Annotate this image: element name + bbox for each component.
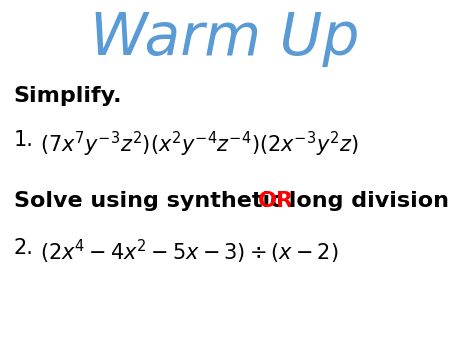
Text: 1.: 1.	[14, 130, 33, 150]
Text: Simplify.: Simplify.	[14, 86, 122, 106]
Text: OR: OR	[257, 191, 293, 211]
Text: Warm Up: Warm Up	[90, 10, 360, 67]
Text: $(7x^7y^{-3}z^2)(x^2y^{-4}z^{-4})(2x^{-3}y^2z)$: $(7x^7y^{-3}z^2)(x^2y^{-4}z^{-4})(2x^{-3…	[40, 130, 359, 159]
Text: $(2x^4 - 4x^2 - 5x - 3) \div (x - 2)$: $(2x^4 - 4x^2 - 5x - 3) \div (x - 2)$	[40, 238, 339, 266]
Text: long division.: long division.	[281, 191, 450, 211]
Text: 2.: 2.	[14, 238, 33, 258]
Text: Solve using synthetic: Solve using synthetic	[14, 191, 291, 211]
